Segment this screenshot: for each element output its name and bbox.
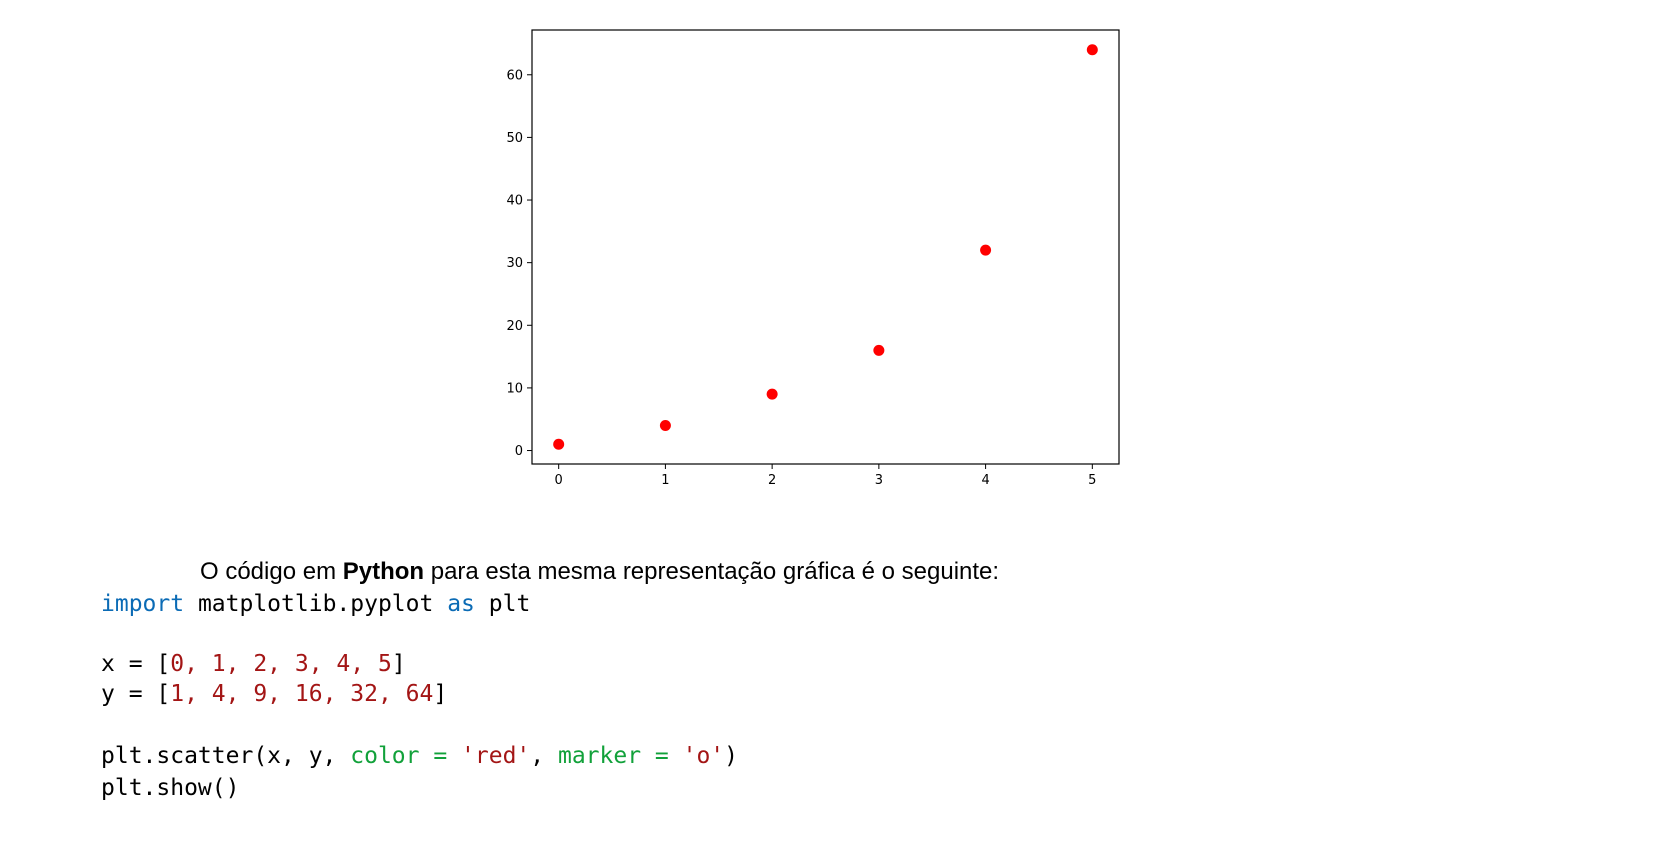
x-tick-label: 2 — [768, 473, 776, 488]
code-line-import: import matplotlib.pyplot as plt — [101, 590, 530, 618]
scatter-point — [1086, 44, 1098, 56]
y-tick-label: 40 — [506, 194, 523, 209]
y-tick-label: 20 — [506, 319, 523, 334]
code-show-call: plt.show() — [101, 775, 240, 801]
code-comma: , — [530, 743, 558, 769]
paragraph-text-after: para esta mesma representação gráfica é … — [424, 558, 1000, 585]
code-y-prefix: y = [ — [101, 681, 171, 707]
plot-area: 0 10 20 30 40 50 60 0 1 2 3 4 5 — [506, 29, 1120, 488]
scatter-point — [873, 344, 885, 356]
code-line-show: plt.show() — [101, 774, 239, 802]
x-tick-label: 1 — [661, 473, 669, 488]
y-tick-label: 60 — [506, 68, 523, 83]
code-keyword-as: as — [447, 591, 475, 617]
code-line-x: x = [0, 1, 2, 3, 4, 5] — [101, 650, 406, 678]
code-keyword-import: import — [101, 591, 185, 617]
code-line-scatter: plt.scatter(x, y, color = 'red', marker … — [101, 742, 738, 770]
code-alias: plt — [474, 591, 531, 617]
y-tick-label: 0 — [515, 444, 523, 459]
code-y-values: 1, 4, 9, 16, 32, 64 — [170, 681, 434, 707]
scatter-chart: 0 10 20 30 40 50 60 0 1 2 3 4 5 — [506, 29, 1120, 488]
paragraph-text-before: O código em — [200, 558, 343, 585]
intro-paragraph: O código em Python para esta mesma repre… — [200, 558, 999, 586]
x-tick-label: 0 — [555, 473, 563, 488]
y-tick-label: 10 — [506, 381, 523, 396]
code-string-red: 'red' — [461, 743, 531, 769]
scatter-point — [553, 438, 565, 450]
paragraph-python-bold: Python — [342, 558, 425, 585]
code-x-prefix: x = [ — [101, 651, 171, 677]
code-close-paren: ) — [724, 743, 739, 769]
code-line-y: y = [1, 4, 9, 16, 32, 64] — [101, 680, 447, 708]
axes-frame — [531, 29, 1120, 465]
code-param-marker: marker = — [557, 743, 683, 769]
code-param-color: color = — [350, 743, 462, 769]
x-tick-label: 4 — [981, 473, 989, 488]
scatter-point — [766, 388, 778, 400]
x-tick-label: 3 — [875, 473, 883, 488]
y-tick-label: 50 — [506, 131, 523, 146]
code-string-o: 'o' — [682, 743, 725, 769]
y-tick-label: 30 — [506, 256, 523, 271]
scatter-point — [659, 419, 671, 431]
code-y-suffix: ] — [433, 681, 448, 707]
code-module: matplotlib.pyplot — [184, 591, 448, 617]
code-scatter-call: plt.scatter(x, y, — [101, 743, 351, 769]
code-x-suffix: ] — [391, 651, 406, 677]
scatter-point — [980, 244, 992, 256]
x-tick-label: 5 — [1088, 473, 1096, 488]
code-x-values: 0, 1, 2, 3, 4, 5 — [170, 651, 392, 677]
